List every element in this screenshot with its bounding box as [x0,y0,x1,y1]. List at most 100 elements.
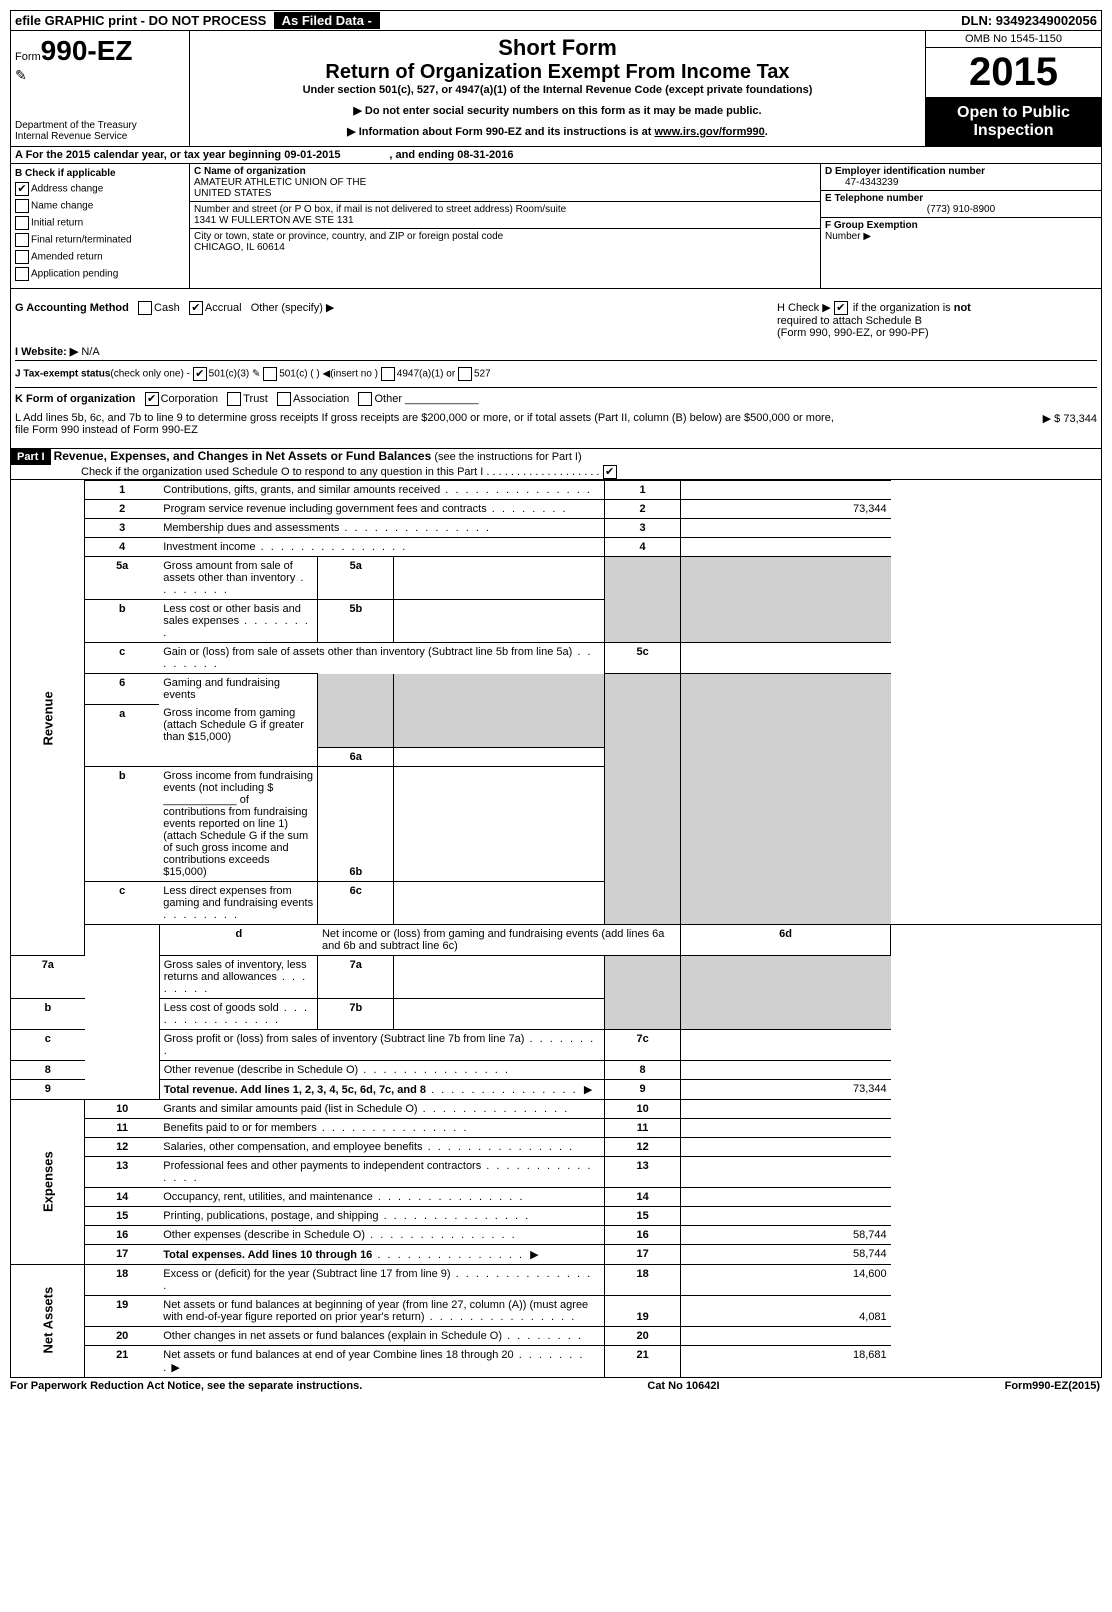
label-527: 527 [474,369,491,380]
check-other-org[interactable] [358,392,372,406]
check-501c3[interactable]: ✔ [193,367,207,381]
check-trust[interactable] [227,392,241,406]
l14-num: 14 [85,1187,160,1206]
top-bar: efile GRAPHIC print - DO NOT PROCESS As … [11,11,1101,31]
check-cash[interactable] [138,301,152,315]
dept1: Department of the Treasury [15,120,137,131]
l4-num: 4 [85,538,160,557]
form-990ez: efile GRAPHIC print - DO NOT PROCESS As … [10,10,1102,1378]
check-amended-return[interactable] [15,250,29,264]
header-row: Form990-EZ ✎ Department of the Treasury … [11,31,1101,147]
l18-rval: 14,600 [680,1264,890,1295]
l13-desc: Professional fees and other payments to … [163,1160,481,1172]
l6a-snum: 6a [318,747,394,766]
col-right: D Employer identification number 47-4343… [821,164,1101,288]
group-exemption-label: F Group Exemption [825,220,918,231]
label-accrual: Accrual [205,302,242,314]
l21-rval: 18,681 [680,1345,890,1377]
check-association[interactable] [277,392,291,406]
l11-num: 11 [85,1118,160,1137]
l16-desc: Other expenses (describe in Schedule O) [163,1229,365,1241]
side-expenses: Expenses [11,1099,85,1264]
l13-rnum: 13 [605,1156,681,1187]
l9-num: 9 [11,1079,85,1099]
lines-table: Revenue 1 Contributions, gifts, grants, … [11,480,1101,1377]
check-name-change[interactable] [15,199,29,213]
l7b-snum: 7b [318,998,394,1029]
l8-rnum: 8 [605,1060,681,1079]
l6b-desc: Gross income from fundraising events (no… [163,770,313,878]
l16-num: 16 [85,1225,160,1244]
l7a-snum: 7a [318,955,394,998]
l7b-desc: Less cost of goods sold [164,1002,279,1014]
l4-rnum: 4 [605,538,681,557]
l3-num: 3 [85,519,160,538]
org-name1: AMATEUR ATHLETIC UNION OF THE [194,177,816,188]
l5b-num: b [85,600,160,643]
l12-rnum: 12 [605,1137,681,1156]
irs-link[interactable]: www.irs.gov/form990 [655,126,765,138]
l6d-num: d [159,924,318,955]
l17-desc: Total expenses. Add lines 10 through 16 [163,1249,372,1261]
l17-arrow: ▶ [530,1249,538,1261]
l5a-sval [394,557,605,600]
l7c-desc: Gross profit or (loss) from sales of inv… [164,1033,525,1045]
l15-rval [680,1206,890,1225]
l11-rval [680,1118,890,1137]
l21-rnum: 21 [605,1345,681,1377]
check-h[interactable]: ✔ [834,301,848,315]
l19-rnum: 19 [605,1295,681,1326]
l21-arrow: ▶ [171,1362,179,1374]
l1-rnum: 1 [605,481,681,500]
l17-rval: 58,744 [680,1244,890,1264]
topbar-right: DLN: 93492349002056 [961,13,1097,28]
l-value: ▶ $ 73,344 [1043,412,1097,436]
label-501c3: 501(c)(3) [209,369,250,380]
l7c-num: c [11,1029,85,1060]
org-addr: 1341 W FULLERTON AVE STE 131 [194,215,816,226]
check-initial-return[interactable] [15,216,29,230]
tax-year-end: 08-31-2016 [457,149,513,161]
check-527[interactable] [458,367,472,381]
l20-rval [680,1326,890,1345]
check-501c[interactable] [263,367,277,381]
l5a-num: 5a [85,557,160,600]
l5a-desc: Gross amount from sale of assets other t… [163,560,295,584]
check-corporation[interactable]: ✔ [145,392,159,406]
side-revenue: Revenue [11,481,85,956]
part1-label: Part I [11,449,51,465]
l7a-num: 7a [11,955,85,998]
group-exemption-label2: Number ▶ [825,231,871,242]
check-schedule-o[interactable]: ✔ [603,465,617,479]
h-text2: if the organization is [853,302,954,314]
header-right: OMB No 1545-1150 2015 Open to Public Ins… [925,31,1101,146]
check-4947[interactable] [381,367,395,381]
label-cash: Cash [154,302,180,314]
l2-num: 2 [85,500,160,519]
l6c-desc: Less direct expenses from gaming and fun… [163,885,313,909]
tax-year: 2015 [926,48,1101,98]
l6a-num: a [85,704,160,746]
part1-sub: (see the instructions for Part I) [434,451,581,463]
l2-rval: 73,344 [680,500,890,519]
label-association: Association [293,393,349,405]
l20-rnum: 20 [605,1326,681,1345]
l9-rnum: 9 [605,1079,681,1099]
check-accrual[interactable]: ✔ [189,301,203,315]
l9-rval: 73,344 [680,1079,890,1099]
tax-year-begin: 09-01-2015 [284,149,340,161]
label-other-method: Other (specify) ▶ [251,302,335,314]
l1-rval [680,481,890,500]
check-application-pending[interactable] [15,267,29,281]
info-grid: B Check if applicable ✔Address change Na… [11,164,1101,289]
section-a: A For the 2015 calendar year, or tax yea… [11,147,1101,164]
section-a-mid: , and ending [389,149,457,161]
l6c-sval [394,881,605,924]
l6b-num: b [85,766,160,881]
l6d-desc: Net income or (loss) from gaming and fun… [322,928,664,952]
l7c-rval [680,1029,890,1060]
check-final-return[interactable] [15,233,29,247]
check-address-change[interactable]: ✔ [15,182,29,196]
l12-num: 12 [85,1137,160,1156]
label-501c: 501(c) ( ) ◀(insert no ) [279,369,378,380]
